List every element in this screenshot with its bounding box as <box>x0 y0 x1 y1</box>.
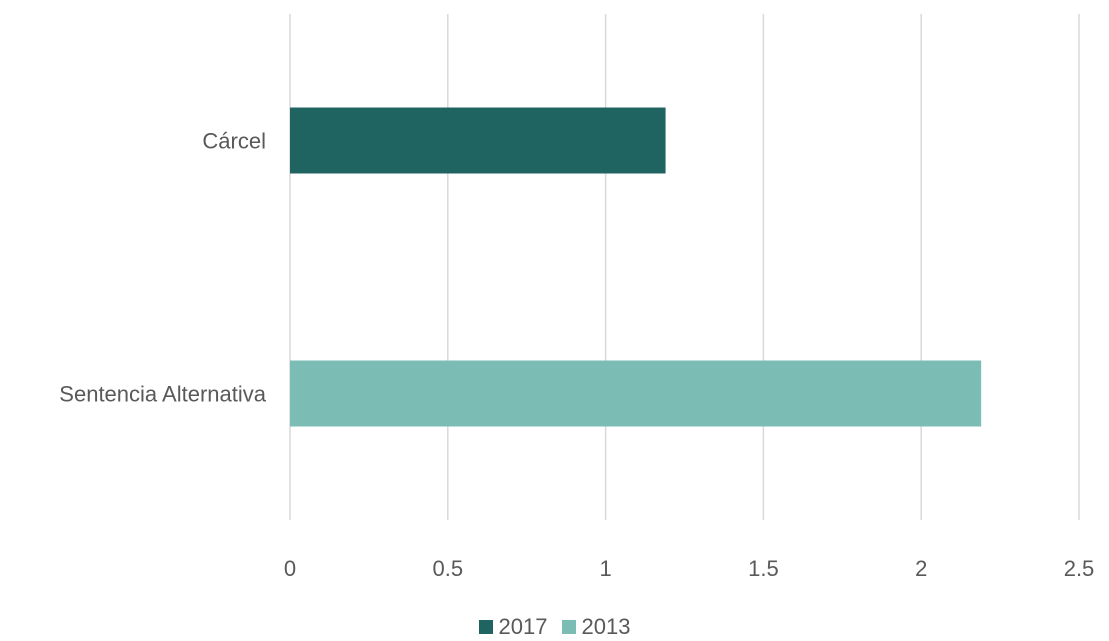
x-tick-label: 2 <box>915 556 927 581</box>
legend-item-2017: 2017 <box>478 614 548 640</box>
bar-2017-0 <box>290 107 666 174</box>
legend-label-2013: 2013 <box>581 614 631 639</box>
legend-swatch-2013 <box>561 620 576 634</box>
category-label: Sentencia Alternativa <box>59 382 266 407</box>
bars <box>290 107 982 427</box>
bar-chart: Cárcel Sentencia Alternativa 0 0.5 1 1.5 2 2.5 <box>59 14 1094 581</box>
category-label: Cárcel <box>202 129 266 154</box>
legend-swatch-2017 <box>478 620 493 634</box>
legend-label-2017: 2017 <box>498 614 548 639</box>
x-tick-label: 0.5 <box>433 556 464 581</box>
x-tick-label: 1.5 <box>748 556 779 581</box>
legend: 2017 2013 <box>0 614 1109 640</box>
x-tick-labels: 0 0.5 1 1.5 2 2.5 <box>284 556 1094 581</box>
legend-item-2013: 2013 <box>561 614 631 640</box>
x-tick-label: 2.5 <box>1064 556 1095 581</box>
x-tick-label: 0 <box>284 556 296 581</box>
bar-2013-1 <box>290 360 982 427</box>
category-labels: Cárcel Sentencia Alternativa <box>59 129 266 407</box>
gridlines <box>289 14 1080 520</box>
x-tick-label: 1 <box>599 556 611 581</box>
